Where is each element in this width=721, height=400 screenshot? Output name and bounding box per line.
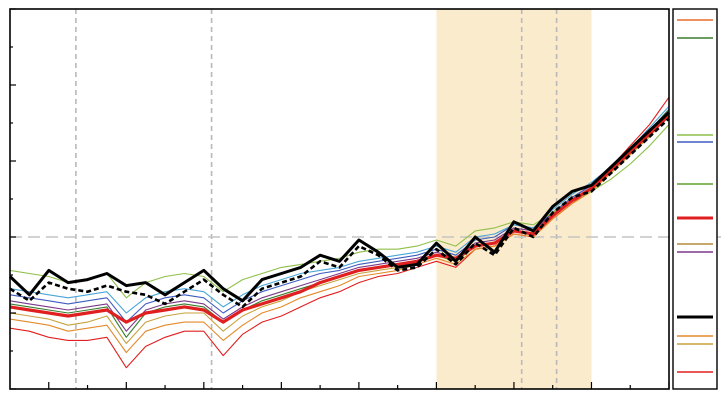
series-layer — [8, 96, 671, 369]
axis-ticks-layer — [10, 8, 670, 390]
series-line — [9, 115, 670, 354]
series-line — [9, 117, 670, 309]
series-line — [9, 114, 671, 324]
volcanic-event-lines-layer — [75, 9, 558, 389]
legend-swatches-layer — [677, 19, 713, 373]
series-line — [8, 111, 671, 303]
legend-box — [672, 8, 718, 390]
